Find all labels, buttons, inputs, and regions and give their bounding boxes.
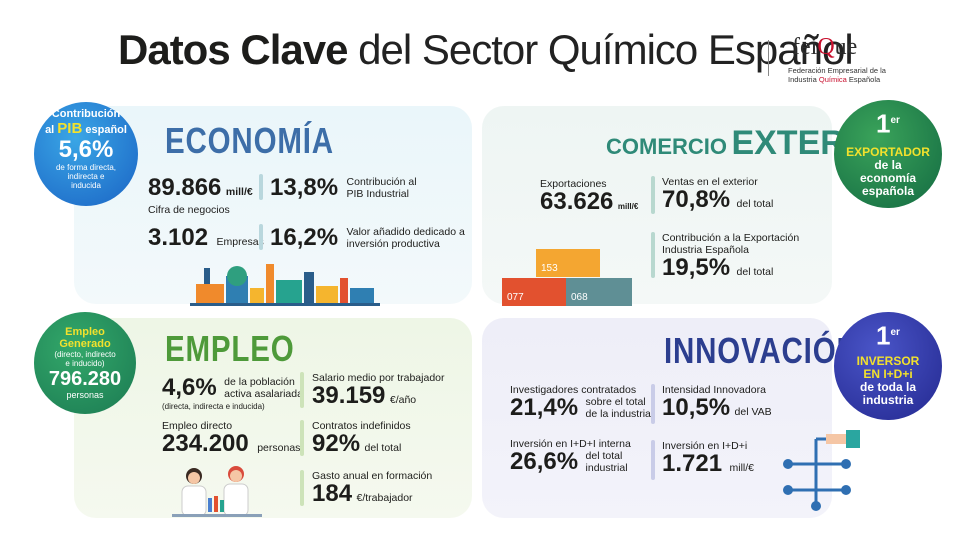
cifra-negocios: 89.866 mill/€ Cifra de negocios (148, 174, 253, 217)
salario-medio: Salario medio por trabajador 39.159 €/añ… (312, 372, 445, 409)
innovacion-title: INNOVACIÓN (664, 330, 859, 371)
divider-bar (651, 440, 655, 480)
inversor-badge: 1er INVERSOR EN I+D+i de toda la industr… (834, 312, 942, 420)
empleo-badge: Empleo Generado (directo, indirecto e in… (34, 312, 136, 414)
pib-industrial: 13,8% Contribución al PIB Industrial (270, 174, 417, 201)
contribucion-exportacion: Contribución a la Exportación Industria … (662, 232, 800, 281)
exportaciones: Exportaciones 63.626 mill/€ (540, 178, 639, 215)
container-teal: 068 (566, 278, 632, 306)
empleo-title: EMPLEO (165, 328, 295, 369)
container-red: 077 (502, 278, 566, 306)
title-bold: Datos Clave (118, 26, 348, 73)
inversion-interna: Inversión en I+D+I interna 26,6% del tot… (510, 438, 631, 475)
ventas-exterior: Ventas en el exterior 70,8% del total (662, 176, 774, 213)
divider-bar (300, 470, 304, 506)
economia-title: ECONOMÍA (165, 120, 334, 161)
empresas: 3.102 Empresas (148, 224, 264, 251)
scientists-illustration (172, 466, 262, 517)
investigadores: Investigadores contratados 21,4% sobre e… (510, 384, 651, 421)
empleo-panel (74, 318, 472, 518)
circuit-hand-illustration (783, 430, 860, 511)
valor-anadido: 16,2% Valor añadido dedicado a inversión … (270, 224, 465, 251)
contratos-indefinidos: Contratos indefinidos 92% del total (312, 420, 411, 457)
poblacion-activa: 4,6% de la población activa asalariada (d… (162, 374, 303, 412)
logo-subtitle: Federación Empresarial de la Industria Q… (788, 66, 886, 84)
gasto-formacion: Gasto anual en formación 184 €/trabajado… (312, 470, 433, 507)
divider-bar (651, 176, 655, 214)
factory-illustration (190, 264, 380, 306)
pib-badge: Contribución al PIB español 5,6% de form… (34, 102, 138, 206)
inversion-idi: Inversión en I+D+i 1.721 mill/€ (662, 440, 755, 477)
divider-bar (259, 224, 263, 250)
container-orange: 153 (536, 249, 600, 277)
divider-bar (300, 420, 304, 456)
feique-logo: feiQue (792, 34, 858, 60)
header-divider (768, 40, 769, 76)
intensidad-innovadora: Intensidad Innovadora 10,5% del VAB (662, 384, 772, 421)
divider-bar (300, 372, 304, 408)
innovacion-panel (482, 318, 832, 518)
divider-bar (651, 232, 655, 278)
divider-bar (259, 174, 263, 200)
empleo-directo: Empleo directo 234.200 personas (162, 420, 301, 457)
page-title: Datos Clave del Sector Químico Español (118, 26, 854, 74)
divider-bar (651, 384, 655, 424)
title-rest: del Sector Químico Español (358, 26, 854, 73)
exportador-badge: 1er EXPORTADOR de la economía española (834, 100, 942, 208)
